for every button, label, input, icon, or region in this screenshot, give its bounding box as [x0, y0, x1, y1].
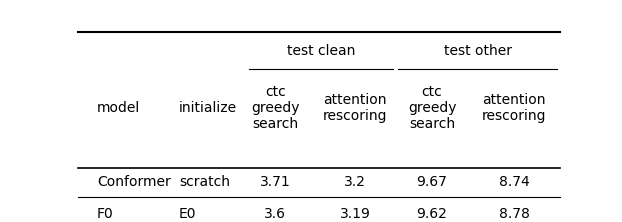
Text: 9.67: 9.67: [417, 175, 447, 189]
Text: test other: test other: [444, 44, 512, 58]
Text: 3.6: 3.6: [264, 207, 286, 221]
Text: F0: F0: [97, 207, 114, 221]
Text: E0: E0: [179, 207, 197, 221]
Text: 3.71: 3.71: [260, 175, 290, 189]
Text: attention
rescoring: attention rescoring: [482, 93, 546, 123]
Text: 9.62: 9.62: [417, 207, 447, 221]
Text: initialize: initialize: [179, 101, 237, 115]
Text: model: model: [97, 101, 141, 115]
Text: attention
rescoring: attention rescoring: [323, 93, 387, 123]
Text: 8.78: 8.78: [499, 207, 529, 221]
Text: test clean: test clean: [287, 44, 355, 58]
Text: ctc
greedy
search: ctc greedy search: [408, 85, 457, 131]
Text: 3.2: 3.2: [344, 175, 366, 189]
Text: Conformer: Conformer: [97, 175, 171, 189]
Text: 3.19: 3.19: [340, 207, 370, 221]
Text: scratch: scratch: [179, 175, 230, 189]
Text: 8.74: 8.74: [499, 175, 529, 189]
Text: ctc
greedy
search: ctc greedy search: [251, 85, 300, 131]
